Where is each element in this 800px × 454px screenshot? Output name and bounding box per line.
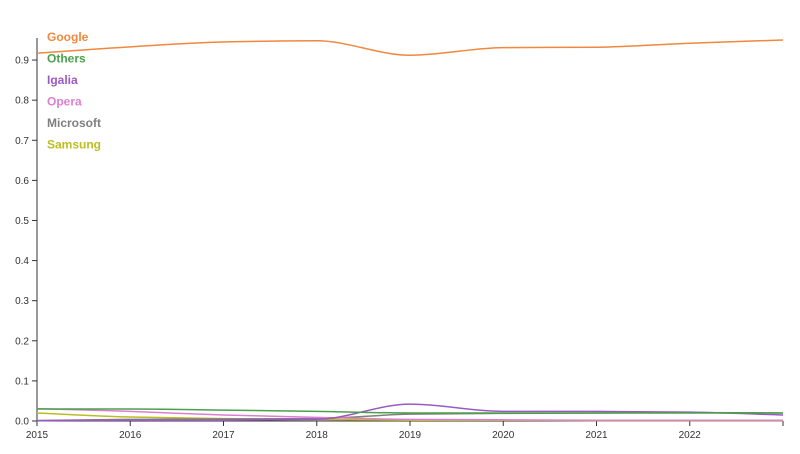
y-tick-label: 0.9 (15, 56, 29, 67)
x-tick-label: 2020 (492, 430, 515, 441)
x-tick-label: 2021 (585, 430, 608, 441)
series-line-opera (36, 407, 783, 421)
y-tick-label: 0.7 (15, 136, 29, 147)
legend-label-google: Google (47, 30, 89, 44)
y-tick-label: 0.6 (15, 176, 29, 187)
legend-label-opera: Opera (47, 95, 82, 109)
x-tick-label: 2017 (212, 430, 235, 441)
y-tick-label: 0.1 (15, 376, 29, 387)
legend-label-microsoft: Microsoft (47, 116, 101, 130)
axes: 0.0 0.1 0.2 0.3 0.4 0.5 0.6 0.7 0.8 0.9 2015 2016 20… (15, 38, 784, 441)
x-tick-label: 2016 (119, 430, 142, 441)
y-tick-label: 0.0 (15, 417, 29, 428)
x-tick-label: 2019 (399, 430, 422, 441)
y-tick-label: 0.4 (15, 256, 29, 267)
series-line-google (36, 39, 784, 56)
legend: Google Others Igalia Opera Microsoft Samsung (47, 30, 101, 152)
y-tick-label: 0.5 (15, 216, 29, 227)
x-tick-label: 2015 (26, 430, 49, 441)
legend-label-samsung: Samsung (47, 138, 101, 152)
y-tick-label: 0.3 (15, 296, 29, 307)
legend-label-igalia: Igalia (47, 73, 78, 87)
series-line-others (36, 408, 783, 414)
y-tick-label: 0.2 (15, 336, 29, 347)
x-tick-label: 2018 (306, 430, 329, 441)
y-tick-label: 0.8 (15, 96, 29, 107)
series-line-igalia (36, 403, 784, 422)
x-tick-label: 2022 (679, 430, 702, 441)
series-lines (36, 39, 784, 422)
legend-label-others: Others (47, 52, 86, 66)
